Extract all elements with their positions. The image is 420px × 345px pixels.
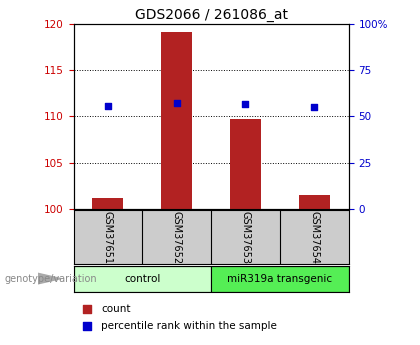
Text: genotype/variation: genotype/variation xyxy=(4,274,97,284)
Point xyxy=(84,323,91,329)
Text: GSM37651: GSM37651 xyxy=(103,211,113,264)
Bar xyxy=(230,119,261,209)
Text: control: control xyxy=(124,274,160,284)
Bar xyxy=(161,31,192,209)
Polygon shape xyxy=(38,273,61,284)
Text: count: count xyxy=(101,304,131,314)
Point xyxy=(311,105,318,110)
Bar xyxy=(299,195,330,209)
Point xyxy=(105,104,111,109)
Text: percentile rank within the sample: percentile rank within the sample xyxy=(101,321,277,331)
Text: GSM37654: GSM37654 xyxy=(309,211,319,264)
Bar xyxy=(74,266,211,292)
Point xyxy=(173,100,180,105)
Bar xyxy=(92,198,123,209)
Point xyxy=(84,306,91,312)
Text: GSM37652: GSM37652 xyxy=(172,211,182,264)
Point xyxy=(242,101,249,106)
Text: miR319a transgenic: miR319a transgenic xyxy=(227,274,332,284)
Title: GDS2066 / 261086_at: GDS2066 / 261086_at xyxy=(134,8,288,22)
Bar xyxy=(211,266,349,292)
Text: GSM37653: GSM37653 xyxy=(240,211,250,264)
